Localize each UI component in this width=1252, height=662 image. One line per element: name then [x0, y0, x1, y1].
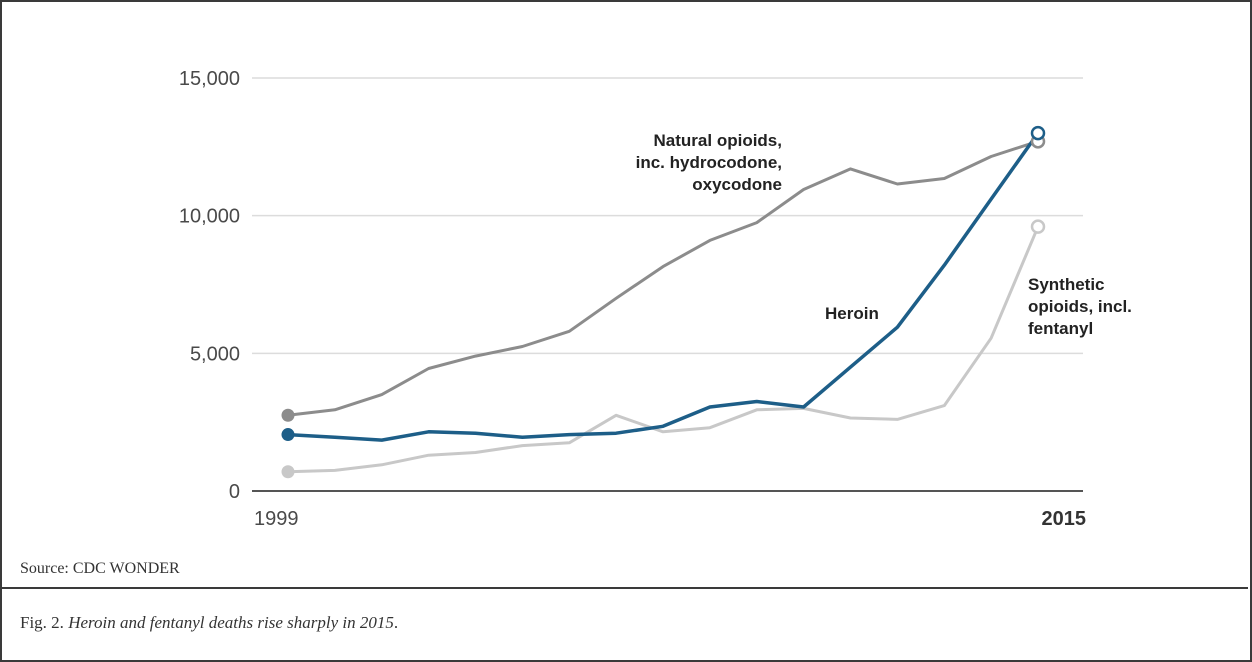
y-axis-tick-labels: 0 5,000 10,000 15,000 [179, 68, 240, 503]
x-axis-tick-labels: 1999 2015 [254, 508, 1086, 530]
series-start-marker-2 [281, 465, 295, 479]
series-label: Heroin [825, 304, 879, 323]
series-label: Synthetic [1028, 275, 1105, 294]
gridlines [252, 77, 1083, 355]
caption-prefix: Fig. 2. [20, 613, 69, 632]
series-label: oxycodone [692, 175, 782, 194]
series-labels: Natural opioids, inc. hydrocodone, oxycodo… [636, 131, 1132, 338]
caption-suffix: . [393, 613, 399, 632]
figure-caption: Fig. 2. Heroin and fentanyl deaths rise … [20, 613, 398, 633]
x-tick-label: 1999 [254, 508, 299, 530]
series-label: opioids, incl. [1028, 297, 1132, 316]
caption-text: Heroin and fentanyl deaths rise sharply … [68, 613, 394, 632]
series-line-2 [286, 225, 1040, 474]
y-tick-label: 15,000 [179, 68, 240, 90]
y-tick-label: 0 [229, 481, 240, 503]
opioid-deaths-line-chart: 0 5,000 10,000 15,000 1999 2015 Natural opio… [179, 68, 1132, 530]
series-label: Natural opioids, [654, 131, 782, 150]
series-end-markers [281, 125, 1046, 479]
series-start-marker-0 [281, 408, 295, 422]
series-label: fentanyl [1028, 319, 1093, 338]
series-line-0 [286, 139, 1040, 417]
caption-divider [0, 587, 1248, 589]
y-tick-label: 5,000 [190, 343, 240, 365]
series-end-marker-2 [1030, 219, 1046, 234]
series-line-1 [286, 131, 1040, 442]
y-tick-label: 10,000 [179, 206, 240, 228]
source-note: Source: CDC WONDER [20, 560, 180, 577]
series-lines [286, 131, 1040, 474]
series-start-marker-1 [281, 428, 295, 442]
x-tick-label: 2015 [1042, 508, 1087, 530]
series-end-marker-1 [1030, 125, 1046, 141]
series-label: inc. hydrocodone, [636, 153, 782, 172]
